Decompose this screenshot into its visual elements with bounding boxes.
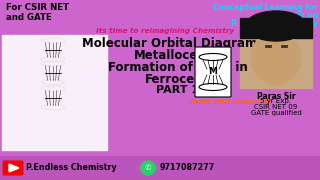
Text: 9717087277: 9717087277 <box>160 163 215 172</box>
Text: Molecular Orbital Diagram of: Molecular Orbital Diagram of <box>82 37 274 50</box>
Text: 5 yr Exp.: 5 yr Exp. <box>260 98 292 104</box>
Text: Paras Sir: Paras Sir <box>257 92 295 101</box>
Text: Its time to reimagining Chemistry: Its time to reimagining Chemistry <box>96 28 234 34</box>
Text: ✆: ✆ <box>145 163 151 172</box>
Text: Conceptual Learning for: Conceptual Learning for <box>213 3 318 12</box>
Bar <box>0 156 320 180</box>
Text: P.Endless Chemistry: P.Endless Chemistry <box>231 19 318 28</box>
Bar <box>240 18 312 88</box>
Ellipse shape <box>251 32 301 84</box>
Text: Metallocenes: Metallocenes <box>134 49 222 62</box>
Text: PART 1: PART 1 <box>156 85 200 95</box>
Text: FREE only on: FREE only on <box>262 11 318 20</box>
Text: Formation of LGOs in: Formation of LGOs in <box>108 61 248 74</box>
Text: and GATE: and GATE <box>6 13 52 22</box>
Text: Ferrocene: Ferrocene <box>145 73 211 86</box>
Text: Share and Subscribe: Share and Subscribe <box>188 99 272 105</box>
Bar <box>240 18 312 38</box>
Text: P.Endless Chemistry: P.Endless Chemistry <box>26 163 117 172</box>
FancyBboxPatch shape <box>3 161 23 176</box>
FancyBboxPatch shape <box>195 47 231 97</box>
Bar <box>2 35 107 150</box>
Text: GATE qualified: GATE qualified <box>251 110 301 116</box>
Text: CSIR NET 09: CSIR NET 09 <box>254 104 298 110</box>
Polygon shape <box>9 164 19 172</box>
Text: For CSIR NET: For CSIR NET <box>6 3 69 12</box>
Ellipse shape <box>245 11 307 41</box>
Circle shape <box>141 161 155 175</box>
Text: M: M <box>209 68 218 76</box>
